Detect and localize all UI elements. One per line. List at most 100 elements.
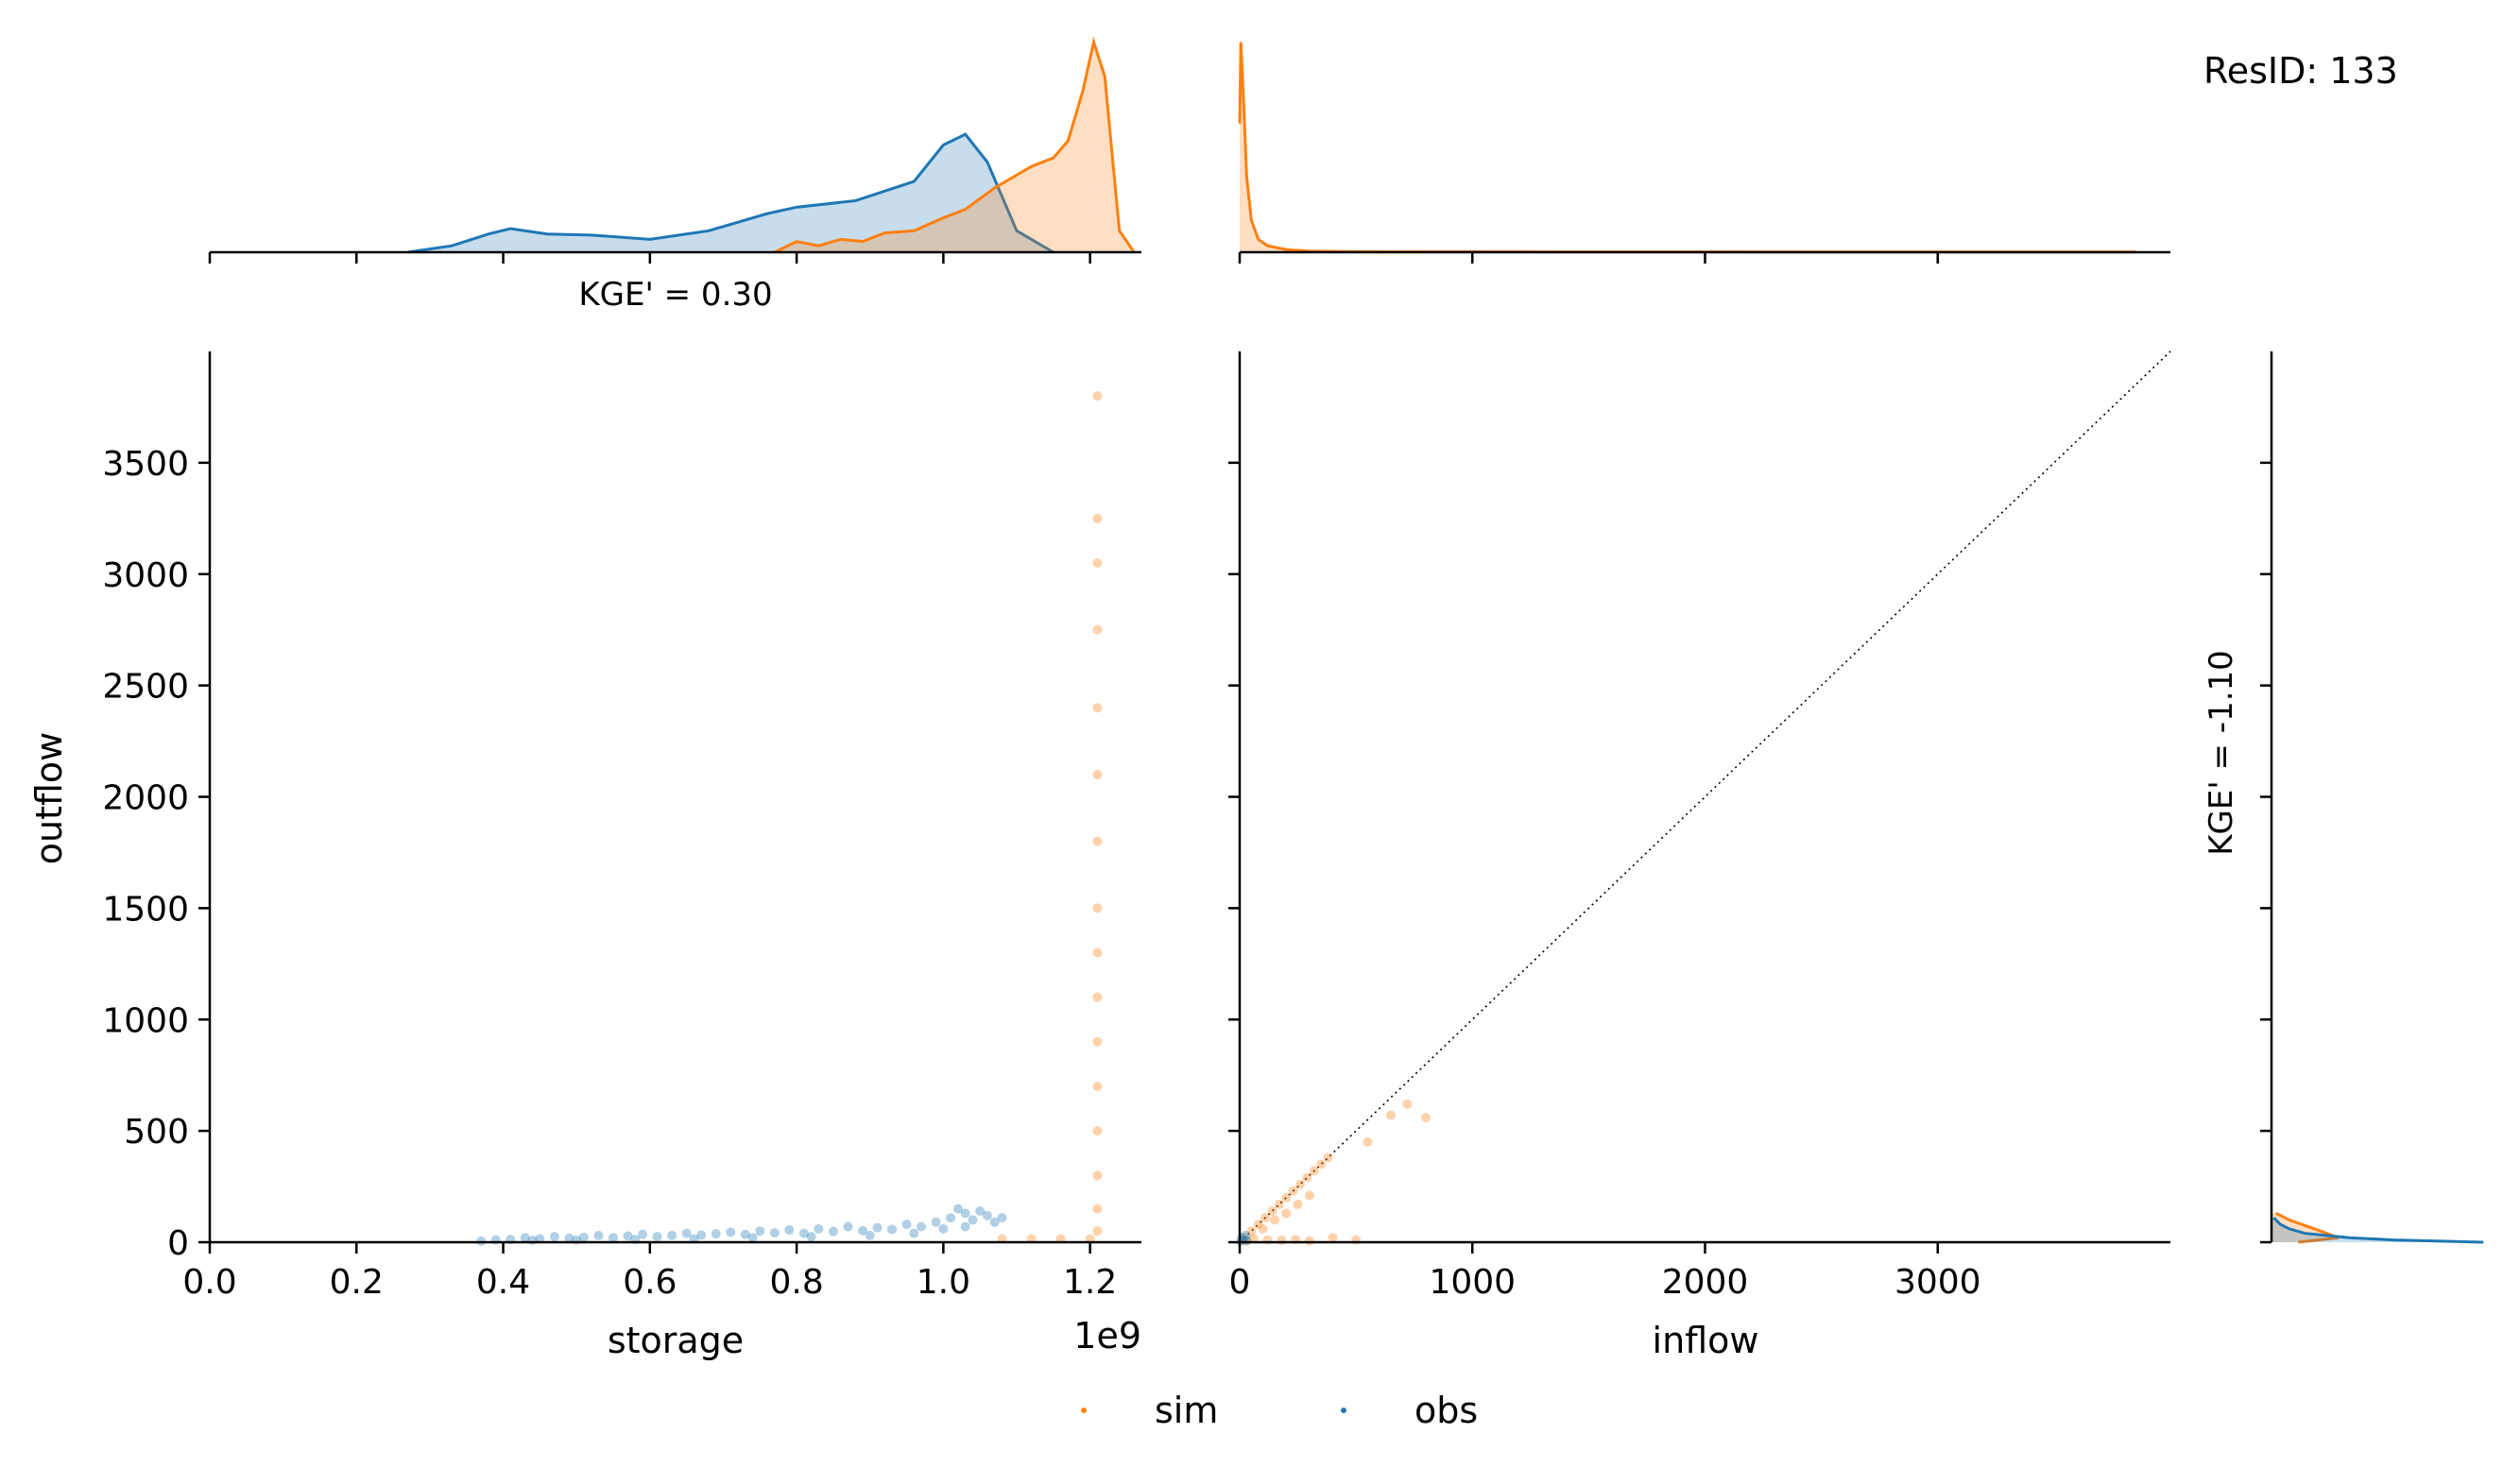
storage-kde-line-obs: [407, 132, 1054, 254]
inflow-kde-panel: [1238, 42, 2170, 264]
inflow-outflow-point-sim: [1293, 1199, 1303, 1209]
storage-outflow-point-obs: [527, 1236, 538, 1246]
storage-outflow-x-tick-label: 1.2: [1063, 1263, 1117, 1302]
storage-outflow-point-obs: [989, 1217, 1000, 1227]
storage-outflow-point-obs: [681, 1228, 692, 1238]
storage-outflow-point-obs: [952, 1203, 963, 1214]
storage-outflow-point-obs: [960, 1221, 970, 1232]
storage-outflow-y-tick-label: 1000: [102, 1001, 189, 1040]
storage-outflow-point-obs: [667, 1230, 677, 1240]
storage-outflow-point-sim: [1092, 1081, 1103, 1091]
inflow-outflow-point-sim: [1239, 1233, 1249, 1243]
storage-outflow-y-tick-label: 2000: [102, 779, 189, 818]
storage-outflow-point-obs: [843, 1221, 853, 1232]
inflow-outflow-point-sim: [1295, 1179, 1306, 1189]
storage-outflow-point-obs: [960, 1208, 970, 1219]
inflow-outflow-point-sim: [1421, 1112, 1431, 1122]
storage-outflow-point-obs: [997, 1213, 1007, 1223]
storage-axis-label: storage: [608, 1320, 744, 1361]
storage-offset-text: 1e9: [1073, 1315, 1141, 1357]
storage-outflow-point-sim: [1092, 903, 1103, 913]
inflow-kde-fill-sim: [1240, 42, 2136, 252]
storage-outflow-points: [476, 391, 1103, 1246]
storage-outflow-point-obs: [865, 1230, 875, 1240]
storage-outflow-x-tick-label: 0.8: [769, 1263, 823, 1302]
inflow-outflow-point-sim: [1323, 1152, 1333, 1163]
storage-outflow-x-ticks: 0.0 0.2 0.4 0.6 0.8 1.0 1.2: [182, 1242, 1117, 1302]
storage-outflow-point-obs: [652, 1232, 662, 1242]
storage-outflow-point-obs: [872, 1222, 883, 1233]
inflow-outflow-point-sim: [1304, 1190, 1314, 1201]
storage-outflow-y-tick-label: 1500: [102, 890, 189, 929]
storage-outflow-y-tick-label: 3500: [102, 445, 189, 484]
storage-outflow-point-obs: [909, 1228, 919, 1238]
inflow-outflow-x-tick-label: 1000: [1429, 1263, 1516, 1302]
storage-outflow-point-obs: [520, 1233, 530, 1243]
storage-outflow-point-obs: [917, 1221, 927, 1232]
storage-kde-fill-obs: [407, 134, 1054, 252]
storage-outflow-point-obs: [901, 1220, 912, 1230]
storage-outflow-point-obs: [814, 1223, 824, 1234]
inflow-outflow-point-sim: [1281, 1192, 1292, 1203]
inflow-outflow-point-sim: [1246, 1226, 1257, 1237]
inflow-outflow-point-sim: [1316, 1159, 1327, 1169]
inflow-kde-areas: [1238, 42, 2136, 254]
storage-outflow-point-obs: [638, 1229, 648, 1239]
inflow-outflow-point-sim: [1258, 1223, 1268, 1234]
storage-outflow-point-obs: [784, 1225, 795, 1236]
storage-outflow-point-sim: [1092, 1170, 1103, 1181]
inflow-outflow-point-sim: [1304, 1236, 1314, 1246]
storage-outflow-point-sim: [1092, 513, 1103, 523]
storage-kde-annotation: KGE' = 0.30: [578, 276, 772, 314]
inflow-outflow-point-sim: [1302, 1172, 1312, 1183]
outflow-kde-line-obs: [2272, 1217, 2484, 1244]
storage-outflow-point-obs: [747, 1233, 758, 1243]
storage-outflow-x-tick-label: 1.0: [917, 1263, 970, 1302]
storage-outflow-point-obs: [696, 1230, 707, 1240]
storage-outflow-point-obs: [798, 1228, 809, 1238]
inflow-axis-label: inflow: [1653, 1320, 1759, 1361]
outflow-kde-areas: [2271, 1212, 2484, 1244]
outflow-kde-annotation: KGE' = -1.10: [2203, 650, 2240, 856]
storage-outflow-point-sim: [1092, 1126, 1103, 1136]
inflow-outflow-point-sim: [1288, 1186, 1298, 1196]
outflow-kde-panel: KGE' = -1.10: [2203, 351, 2484, 1244]
storage-outflow-x-tick-label: 0.6: [623, 1263, 677, 1302]
storage-outflow-point-obs: [828, 1226, 838, 1237]
inflow-outflow-point-obs: [1241, 1230, 1251, 1240]
storage-outflow-point-sim: [1092, 769, 1103, 779]
storage-outflow-x-tick-label: 0.0: [182, 1263, 236, 1302]
storage-outflow-point-obs: [609, 1233, 619, 1243]
inflow-outflow-points: [1236, 1099, 1431, 1246]
storage-outflow-point-sim: [1092, 1036, 1103, 1047]
outflow-kde-line-sim: [2275, 1212, 2340, 1244]
inflow-outflow-point-sim: [1260, 1213, 1271, 1223]
inflow-outflow-point-sim: [1309, 1166, 1319, 1176]
storage-outflow-point-obs: [755, 1226, 765, 1237]
storage-outflow-point-obs: [968, 1215, 978, 1225]
storage-outflow-point-obs: [623, 1231, 633, 1241]
storage-outflow-point-obs: [975, 1205, 986, 1216]
inflow-outflow-point-sim: [1386, 1110, 1397, 1120]
inflow-outflow-x-tick-label: 3000: [1894, 1263, 1981, 1302]
legend-marker-sim: [1081, 1408, 1087, 1413]
storage-outflow-y-tick-label: 0: [167, 1224, 189, 1263]
storage-outflow-point-obs: [711, 1229, 721, 1239]
storage-outflow-point-sim: [1092, 1226, 1103, 1237]
storage-outflow-point-obs: [857, 1225, 867, 1236]
inflow-outflow-point-sim: [1274, 1199, 1284, 1209]
storage-outflow-point-sim: [1092, 703, 1103, 713]
storage-outflow-point-obs: [564, 1233, 574, 1243]
inflow-outflow-x-tick-label: 0: [1229, 1263, 1251, 1302]
storage-outflow-point-sim: [1092, 947, 1103, 958]
storage-outflow-y-ticks: 0 500 1000 1500 2000 2500 3000 3500: [102, 445, 210, 1263]
inflow-kde-ticks: [1238, 252, 1939, 264]
legend: sim obs: [1081, 1390, 1478, 1431]
storage-outflow-x-tick-label: 0.2: [330, 1263, 384, 1302]
storage-outflow-point-sim: [1092, 1203, 1103, 1214]
inflow-outflow-point-sim: [1253, 1220, 1263, 1230]
inflow-outflow-point-sim: [1267, 1205, 1277, 1216]
inflow-outflow-point-obs: [1242, 1236, 1252, 1246]
storage-outflow-x-tick-label: 0.4: [476, 1263, 530, 1302]
